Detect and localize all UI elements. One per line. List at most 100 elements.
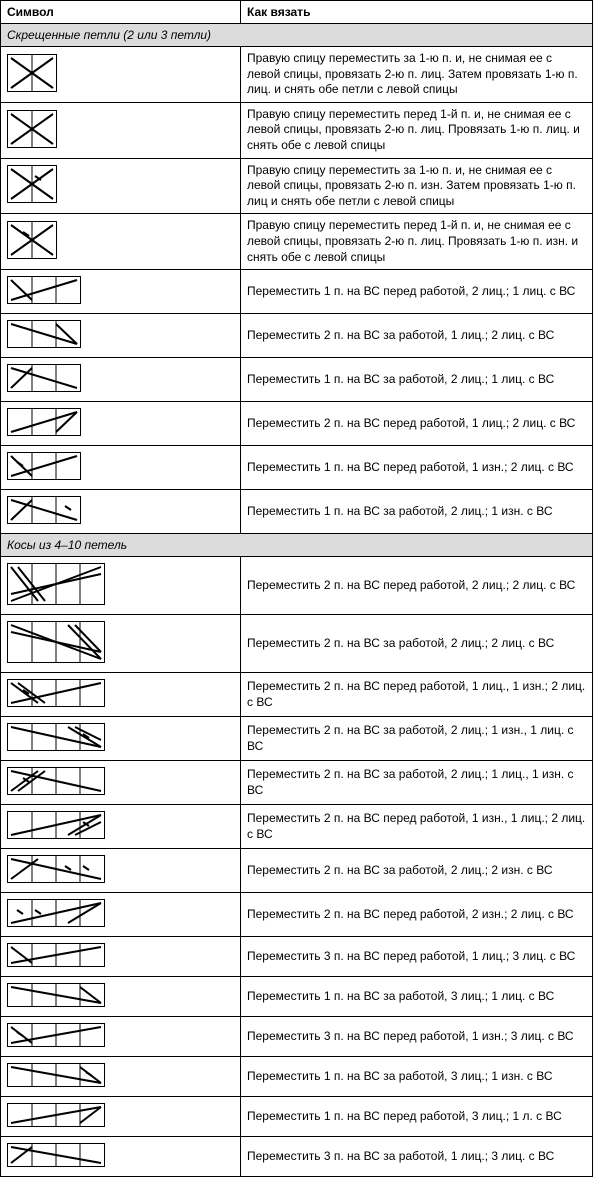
table-row: Переместить 2 п. на ВС за работой, 2 лиц… (1, 849, 593, 893)
symbol-cell (1, 446, 241, 490)
knitting-symbol-icon (7, 621, 105, 663)
description-cell: Переместить 3 п. на ВС перед работой, 1 … (241, 1017, 593, 1057)
table-row: Переместить 2 п. на ВС за работой, 2 лиц… (1, 761, 593, 805)
knitting-symbol-icon (7, 811, 105, 839)
description-cell: Переместить 2 п. на ВС перед работой, 1 … (241, 402, 593, 446)
knitting-symbol-icon (7, 983, 105, 1007)
knitting-symbol-icon (7, 943, 105, 967)
symbol-cell (1, 893, 241, 937)
knitting-symbol-icon (7, 364, 81, 392)
knitting-symbol-icon (7, 855, 105, 883)
table-row: Переместить 2 п. на ВС за работой, 2 лиц… (1, 717, 593, 761)
knitting-symbols-table: Символ Как вязать Скрещенные петли (2 ил… (0, 0, 593, 1177)
table-row: Переместить 2 п. на ВС за работой, 1 лиц… (1, 314, 593, 358)
symbol-cell (1, 1017, 241, 1057)
symbol-cell (1, 1137, 241, 1177)
symbol-cell (1, 1057, 241, 1097)
knitting-symbol-icon (7, 276, 81, 304)
knitting-symbol-icon (7, 767, 105, 795)
description-cell: Правую спицу переместить перед 1-й п. и,… (241, 102, 593, 158)
symbol-cell (1, 977, 241, 1017)
description-cell: Переместить 2 п. на ВС за работой, 2 лиц… (241, 615, 593, 673)
symbol-cell (1, 402, 241, 446)
description-cell: Переместить 2 п. на ВС за работой, 2 лиц… (241, 717, 593, 761)
symbol-cell (1, 314, 241, 358)
description-cell: Переместить 2 п. на ВС за работой, 1 лиц… (241, 314, 593, 358)
knitting-symbol-icon (7, 408, 81, 436)
description-cell: Переместить 1 п. на ВС за работой, 2 лиц… (241, 358, 593, 402)
knitting-symbol-icon (7, 723, 105, 751)
knitting-symbol-icon (7, 110, 57, 148)
description-cell: Переместить 2 п. на ВС перед работой, 1 … (241, 673, 593, 717)
symbol-cell (1, 358, 241, 402)
table-row: Переместить 1 п. на ВС перед работой, 2 … (1, 270, 593, 314)
description-cell: Переместить 1 п. на ВС за работой, 3 лиц… (241, 977, 593, 1017)
table-row: Правую спицу переместить за 1-ю п. и, не… (1, 158, 593, 214)
table-row: Переместить 3 п. на ВС перед работой, 1 … (1, 1017, 593, 1057)
table-row: Переместить 2 п. на ВС перед работой, 1 … (1, 402, 593, 446)
symbol-cell (1, 557, 241, 615)
section-header: Скрещенные петли (2 или 3 петли) (1, 24, 593, 47)
knitting-symbol-icon (7, 452, 81, 480)
table-row: Переместить 3 п. на ВС перед работой, 1 … (1, 937, 593, 977)
symbol-cell (1, 673, 241, 717)
table-row: Переместить 2 п. на ВС перед работой, 2 … (1, 557, 593, 615)
col-header-symbol: Символ (1, 1, 241, 24)
symbol-cell (1, 102, 241, 158)
table-row: Переместить 1 п. на ВС перед работой, 3 … (1, 1097, 593, 1137)
description-cell: Переместить 2 п. на ВС за работой, 2 лиц… (241, 761, 593, 805)
knitting-symbol-icon (7, 1063, 105, 1087)
knitting-symbol-icon (7, 54, 57, 92)
knitting-symbol-icon (7, 165, 57, 203)
symbol-cell (1, 214, 241, 270)
table-row: Переместить 1 п. на ВС за работой, 2 лиц… (1, 358, 593, 402)
table-row: Переместить 1 п. на ВС за работой, 3 лиц… (1, 1057, 593, 1097)
description-cell: Правую спицу переместить за 1-ю п. и, не… (241, 158, 593, 214)
symbol-cell (1, 158, 241, 214)
symbol-cell (1, 717, 241, 761)
description-cell: Переместить 2 п. на ВС перед работой, 1 … (241, 805, 593, 849)
symbol-cell (1, 937, 241, 977)
table-row: Переместить 2 п. на ВС перед работой, 1 … (1, 673, 593, 717)
description-cell: Переместить 1 п. на ВС перед работой, 1 … (241, 446, 593, 490)
description-cell: Правую спицу переместить перед 1-й п. и,… (241, 214, 593, 270)
symbol-cell (1, 47, 241, 103)
table-row: Переместить 2 п. на ВС за работой, 2 лиц… (1, 615, 593, 673)
description-cell: Правую спицу переместить за 1-ю п. и, не… (241, 47, 593, 103)
symbol-cell (1, 615, 241, 673)
knitting-symbol-icon (7, 563, 105, 605)
description-cell: Переместить 1 п. на ВС за работой, 2 лиц… (241, 490, 593, 534)
table-row: Переместить 2 п. на ВС перед работой, 1 … (1, 805, 593, 849)
description-cell: Переместить 3 п. на ВС за работой, 1 лиц… (241, 1137, 593, 1177)
description-cell: Переместить 1 п. на ВС перед работой, 3 … (241, 1097, 593, 1137)
knitting-symbol-icon (7, 320, 81, 348)
table-row: Переместить 1 п. на ВС за работой, 3 лиц… (1, 977, 593, 1017)
description-cell: Переместить 1 п. на ВС перед работой, 2 … (241, 270, 593, 314)
description-cell: Переместить 3 п. на ВС перед работой, 1 … (241, 937, 593, 977)
table-row: Правую спицу переместить перед 1-й п. и,… (1, 102, 593, 158)
description-cell: Переместить 1 п. на ВС за работой, 3 лиц… (241, 1057, 593, 1097)
table-row: Правую спицу переместить за 1-ю п. и, не… (1, 47, 593, 103)
description-cell: Переместить 2 п. на ВС за работой, 2 лиц… (241, 849, 593, 893)
col-header-desc: Как вязать (241, 1, 593, 24)
knitting-symbol-icon (7, 1023, 105, 1047)
knitting-symbol-icon (7, 679, 105, 707)
table-row: Правую спицу переместить перед 1-й п. и,… (1, 214, 593, 270)
symbol-cell (1, 490, 241, 534)
symbol-cell (1, 761, 241, 805)
symbol-cell (1, 805, 241, 849)
symbol-cell (1, 1097, 241, 1137)
knitting-symbol-icon (7, 1143, 105, 1167)
table-body: Скрещенные петли (2 или 3 петли)Правую с… (1, 24, 593, 1177)
description-cell: Переместить 2 п. на ВС перед работой, 2 … (241, 893, 593, 937)
knitting-symbol-icon (7, 1103, 105, 1127)
knitting-symbol-icon (7, 899, 105, 927)
symbol-cell (1, 270, 241, 314)
knitting-symbol-icon (7, 496, 81, 524)
table-row: Переместить 1 п. на ВС перед работой, 1 … (1, 446, 593, 490)
table-row: Переместить 2 п. на ВС перед работой, 2 … (1, 893, 593, 937)
table-row: Переместить 3 п. на ВС за работой, 1 лиц… (1, 1137, 593, 1177)
symbol-cell (1, 849, 241, 893)
section-header: Косы из 4–10 петель (1, 534, 593, 557)
knitting-symbol-icon (7, 221, 57, 259)
